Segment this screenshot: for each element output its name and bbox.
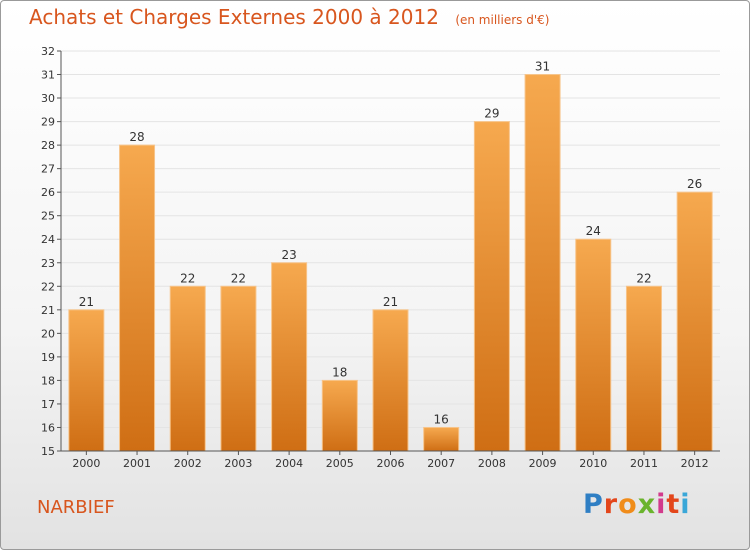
y-tick-label: 16 — [41, 421, 55, 434]
y-tick-label: 15 — [41, 445, 55, 458]
y-tick-label: 22 — [41, 280, 55, 293]
chart-title-text: Achats et Charges Externes 2000 à 2012 — [29, 5, 439, 29]
x-tick-label-2004: 2004 — [275, 457, 303, 470]
bar-2003 — [220, 285, 257, 452]
x-tick-label-2010: 2010 — [579, 457, 607, 470]
y-tick-label: 24 — [41, 233, 55, 246]
y-tick-label: 26 — [41, 186, 55, 199]
data-label-2001: 28 — [129, 130, 144, 144]
x-tick-label-2006: 2006 — [377, 457, 405, 470]
data-label-2012: 26 — [687, 177, 702, 191]
bar-2011 — [625, 285, 662, 452]
data-label-2009: 31 — [535, 60, 550, 74]
logo-letter: t — [666, 489, 681, 520]
logo-letter: o — [618, 489, 638, 520]
logo-letter: P — [583, 489, 604, 520]
data-label-2002: 22 — [180, 271, 195, 285]
bar-2000 — [68, 309, 105, 452]
bars-layer — [68, 74, 713, 452]
data-label-2008: 29 — [484, 107, 499, 121]
bar-2006 — [372, 309, 409, 452]
y-tick-label: 23 — [41, 257, 55, 270]
y-tick-label: 20 — [41, 327, 55, 340]
x-tick-label-2005: 2005 — [326, 457, 354, 470]
logo-letter: x — [637, 489, 657, 520]
y-tick-label: 29 — [41, 116, 55, 129]
commune-name: NARBIEF — [37, 497, 115, 518]
bar-2004 — [271, 262, 308, 452]
logo-letter: r — [603, 489, 619, 520]
y-tick-label: 19 — [41, 351, 55, 364]
bar-2007 — [423, 426, 460, 452]
x-tick-label-2002: 2002 — [174, 457, 202, 470]
bar-2012 — [676, 191, 713, 452]
x-tick-label-2000: 2000 — [72, 457, 100, 470]
data-label-2005: 18 — [332, 365, 347, 379]
x-tick-label-2003: 2003 — [224, 457, 252, 470]
logo-letter: i — [680, 489, 691, 520]
x-tick-label-2008: 2008 — [478, 457, 506, 470]
data-label-2003: 22 — [231, 271, 246, 285]
y-tick-label: 27 — [41, 163, 55, 176]
data-label-2000: 21 — [79, 295, 94, 309]
bar-2009 — [524, 74, 561, 452]
labels-layer: 21 28 22 22 23 18 21 16 29 31 24 22 26 — [79, 60, 703, 427]
y-tick-label: 21 — [41, 304, 55, 317]
proxiti-logo[interactable]: Proxiti — [583, 489, 691, 520]
bar-2001 — [119, 144, 156, 452]
data-label-2006: 21 — [383, 295, 398, 309]
x-tick-label-2009: 2009 — [529, 457, 557, 470]
data-label-2010: 24 — [586, 224, 601, 238]
bar-2002 — [169, 285, 206, 452]
y-tick-label: 25 — [41, 210, 55, 223]
axis-layer: 15 16 17 18 19 20 21 22 23 24 25 26 27 28 29 30 31 32 2000… — [41, 45, 720, 470]
chart-title: Achats et Charges Externes 2000 à 2012 (… — [29, 5, 549, 29]
bar-2005 — [321, 379, 358, 452]
logo-letter: i — [656, 489, 667, 520]
y-tick-label: 28 — [41, 139, 55, 152]
data-label-2011: 22 — [636, 271, 651, 285]
y-tick-label: 31 — [41, 69, 55, 82]
x-tick-label-2011: 2011 — [630, 457, 658, 470]
chart-unit-text: (en milliers d'€) — [455, 13, 550, 27]
data-label-2007: 16 — [434, 412, 449, 426]
y-tick-label: 32 — [41, 45, 55, 58]
x-tick-label-2007: 2007 — [427, 457, 455, 470]
y-tick-label: 17 — [41, 398, 55, 411]
x-tick-label-2001: 2001 — [123, 457, 151, 470]
y-tick-label: 30 — [41, 92, 55, 105]
x-tick-label-2012: 2012 — [681, 457, 709, 470]
bar-2010 — [575, 238, 612, 452]
data-label-2004: 23 — [281, 248, 296, 262]
y-tick-label: 18 — [41, 374, 55, 387]
bar-2008 — [473, 121, 510, 452]
